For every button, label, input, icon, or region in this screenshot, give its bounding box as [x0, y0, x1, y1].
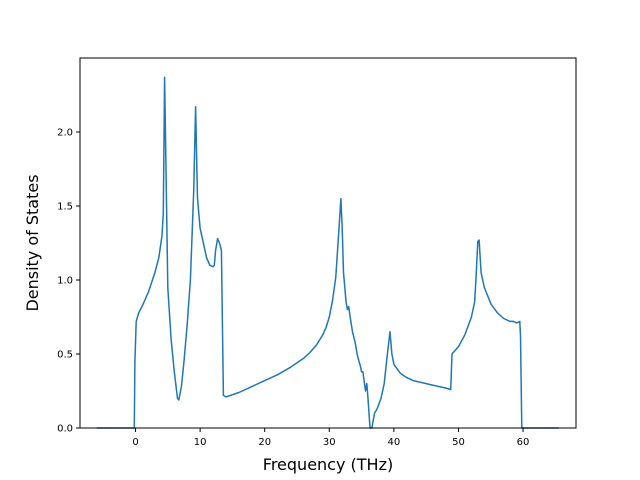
x-tick-label: 40: [388, 437, 401, 448]
y-tick-label: 1.0: [57, 276, 73, 287]
x-tick-label: 30: [323, 437, 336, 448]
y-tick-label: 2.0: [57, 128, 73, 139]
axis-ticks: 0 10 20 30 40 50 60 0.0 0.5 1.0 1.5 2.0: [57, 128, 529, 449]
x-tick-label: 50: [452, 437, 465, 448]
y-tick-label: 0.0: [57, 424, 73, 435]
plot-area: [96, 76, 559, 429]
x-tick-label: 0: [132, 437, 138, 448]
axes-frame: [79, 57, 577, 429]
x-tick-label: 20: [258, 437, 271, 448]
x-axis-label: Frequency (THz): [263, 455, 393, 474]
x-tick-label: 60: [517, 437, 530, 448]
dos-series-line: [96, 76, 559, 429]
y-tick-label: 0.5: [57, 350, 73, 361]
x-tick-label: 10: [194, 437, 207, 448]
y-axis-label: Density of States: [23, 174, 42, 311]
y-tick-label: 1.5: [57, 202, 73, 213]
